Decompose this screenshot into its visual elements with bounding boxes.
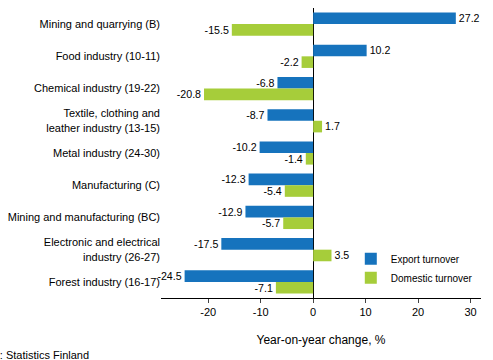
svg-text:Year-on-year change, %: Year-on-year change, % [257, 333, 386, 347]
svg-text:-15.5: -15.5 [205, 24, 229, 36]
svg-text:-20: -20 [200, 306, 216, 318]
svg-text:1.7: 1.7 [325, 120, 340, 132]
svg-text:-10.2: -10.2 [232, 141, 256, 153]
svg-text:-12.3: -12.3 [221, 173, 245, 185]
svg-text:30: 30 [464, 306, 476, 318]
svg-text:Electronic and electricalindus: Electronic and electricalindustry (26-27… [44, 236, 160, 262]
svg-text:Mining and quarrying (B): Mining and quarrying (B) [40, 18, 160, 30]
svg-text:Mining and manufacturing (BC): Mining and manufacturing (BC) [8, 211, 160, 223]
svg-text:Source: Statistics Finland: Source: Statistics Finland [0, 349, 89, 360]
svg-text:-8.7: -8.7 [246, 109, 264, 121]
svg-text:Chemical industry (19-22): Chemical industry (19-22) [34, 82, 160, 94]
svg-text:3.5: 3.5 [334, 249, 349, 261]
svg-text:-20.8: -20.8 [177, 88, 201, 100]
svg-text:-5.7: -5.7 [262, 217, 280, 229]
svg-text:Domestic turnover: Domestic turnover [391, 273, 473, 284]
svg-text:10: 10 [359, 306, 371, 318]
svg-text:-24.5: -24.5 [157, 270, 181, 282]
svg-text:20: 20 [412, 306, 424, 318]
svg-text:-10: -10 [253, 306, 269, 318]
svg-text:Export turnover: Export turnover [391, 254, 460, 265]
svg-text:-12.9: -12.9 [218, 206, 242, 218]
svg-text:-17.5: -17.5 [194, 238, 218, 250]
svg-text:-1.4: -1.4 [284, 153, 302, 165]
svg-text:27.2: 27.2 [459, 12, 480, 24]
svg-text:-2.2: -2.2 [280, 56, 298, 68]
svg-text:-6.8: -6.8 [256, 77, 274, 89]
svg-text:0: 0 [310, 306, 316, 318]
svg-text:10.2: 10.2 [370, 44, 391, 56]
svg-text:-7.1: -7.1 [255, 282, 273, 294]
svg-text:Food industry (10-11): Food industry (10-11) [56, 50, 160, 62]
svg-text:Textile, clothing andleather i: Textile, clothing andleather industry (1… [46, 107, 160, 133]
svg-text:Manufacturing (C): Manufacturing (C) [72, 179, 160, 191]
svg-text:Forest industry (16-17): Forest industry (16-17) [49, 276, 160, 288]
svg-text:Metal industry (24-30): Metal industry (24-30) [53, 147, 160, 159]
svg-text:-5.4: -5.4 [263, 185, 281, 197]
